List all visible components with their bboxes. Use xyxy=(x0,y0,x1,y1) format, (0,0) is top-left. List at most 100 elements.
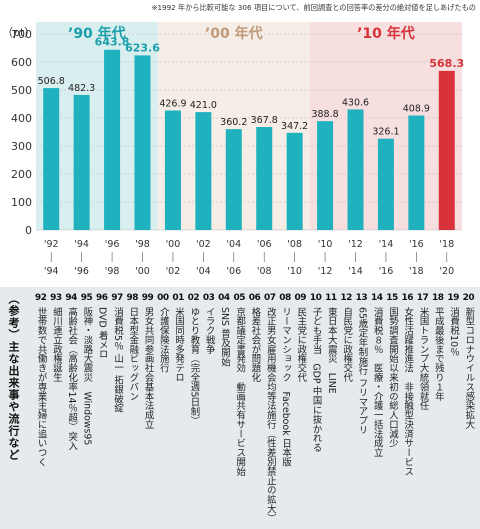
event-text: 男女共同参画社会基本法成立 xyxy=(142,307,154,430)
event-year: 16 xyxy=(401,293,414,303)
data-label: 643.8 xyxy=(95,36,130,49)
x-tick-label-bottom: '94 xyxy=(44,266,59,277)
y-tick-label: 500 xyxy=(11,84,32,97)
event-year: 10 xyxy=(309,293,322,303)
event-year: 99 xyxy=(141,293,154,303)
event-item: 18 平成最後まで残り１年 xyxy=(432,293,444,401)
x-tick-label-top: '02 xyxy=(196,239,211,250)
era-band-90s-label: ’90 年代 xyxy=(68,25,126,42)
data-label: 326.1 xyxy=(372,127,399,138)
event-year: 12 xyxy=(340,293,352,303)
event-text: SNS 普及開始 xyxy=(218,307,230,367)
x-tick-label-bottom: '02 xyxy=(166,266,181,277)
event-item: 97 消費税5％ 山一 拓銀破綻 xyxy=(111,293,123,413)
era-band-00s-label: ’00 年代 xyxy=(205,25,263,42)
event-text: 消費税5％ 山一 拓銀破綻 xyxy=(112,307,124,413)
data-label: 347.2 xyxy=(281,121,308,132)
x-tick-label-bottom: '00 xyxy=(135,266,150,277)
event-item: 19 消費税10％ xyxy=(447,293,459,357)
bar xyxy=(225,129,242,230)
x-tick-label-top: '12 xyxy=(348,239,363,250)
event-item: 17 米国トランプ大統領就任 xyxy=(417,293,429,410)
event-year: 96 xyxy=(95,293,108,303)
event-year: 15 xyxy=(386,293,398,303)
bar xyxy=(134,55,151,230)
x-tick-label-top: '14 xyxy=(379,239,394,250)
event-item: 09 民主党に政権交代 xyxy=(294,293,307,383)
data-label: 421.0 xyxy=(190,100,217,111)
event-text: 自民党に政権交代 xyxy=(341,307,353,383)
event-item: 02 ゆとり教育（完全週5日制） xyxy=(187,293,200,426)
event-year: 18 xyxy=(432,293,444,303)
event-item: 06 格差社会が問題化 xyxy=(249,293,261,382)
event-year: 00 xyxy=(157,293,169,303)
event-item: 14 消費税８％ 医療・介護一括法成立 xyxy=(371,293,383,457)
x-tick-label-top: '16 xyxy=(409,239,424,250)
y-tick-label: 200 xyxy=(11,168,32,181)
event-year: 08 xyxy=(279,293,291,303)
event-year: 09 xyxy=(294,293,307,303)
events-label: （参考）主な出来事や流行など xyxy=(7,293,20,461)
event-item: 15 国勢調査開始以来初の総人口減少 xyxy=(386,293,398,448)
event-text: 平成最後まで残り１年 xyxy=(432,307,444,401)
event-text: 消費税10％ xyxy=(448,307,460,357)
bar xyxy=(104,49,121,231)
chart-note: ※1992 年から比較可能な 306 項目について、前回調査との回答率の差分の絶… xyxy=(151,3,476,12)
event-text: 国勢調査開始以来初の総人口減少 xyxy=(386,307,398,448)
y-tick-label: 600 xyxy=(11,56,32,69)
event-item: 01 米国同時多発テロ xyxy=(172,293,184,382)
event-year: 07 xyxy=(264,293,276,303)
event-year: 05 xyxy=(233,293,245,303)
event-text: 阪神・淡路大震災 Windows95 xyxy=(81,307,93,446)
event-item: 94 高齢社会（高齢化率14％超）突入 xyxy=(65,293,77,450)
event-year: 97 xyxy=(111,293,123,303)
bar xyxy=(347,109,364,230)
event-text: DVD 着メロ xyxy=(96,307,108,359)
event-item: 93 細川連立政権誕生 xyxy=(50,293,62,382)
event-text: 新型コロナウイルス感染拡大 xyxy=(463,307,475,430)
event-year: 98 xyxy=(126,293,139,303)
x-tick-label-top: '94 xyxy=(74,239,89,250)
event-year: 06 xyxy=(248,293,261,303)
event-item: 04 SNS 普及開始 xyxy=(218,293,230,366)
event-year: 93 xyxy=(50,293,62,303)
event-year: 01 xyxy=(172,293,184,303)
event-item: 99 男女共同参画社会基本法成立 xyxy=(142,293,154,429)
x-tick-label-top: '06 xyxy=(257,239,272,250)
event-text: 介護保険法施行 xyxy=(157,307,169,373)
event-year: 94 xyxy=(65,293,77,303)
x-tick-label-bottom: '04 xyxy=(196,266,211,277)
event-item: 00 介護保険法施行 xyxy=(157,293,169,373)
event-text: 日本型金融ビッグバン xyxy=(127,307,139,401)
event-item: 20 新型コロナウイルス感染拡大 xyxy=(462,293,475,430)
y-tick-label: 0 xyxy=(25,224,32,237)
events-panel: （参考）主な出来事や流行など 92 世帯数で共働きが専業主婦に追いつく 93 細川連立… xyxy=(0,287,480,529)
event-item: 10 子ども手当 GDP 中国に抜かれる xyxy=(310,293,322,452)
event-item: 08 リーマンショック Facebook 日本版 xyxy=(279,293,291,467)
event-text: 民主党に政権交代 xyxy=(295,307,307,383)
data-label: 367.8 xyxy=(251,115,278,126)
data-label: 623.6 xyxy=(125,41,160,54)
y-tick-label: 100 xyxy=(11,196,32,209)
event-year: 03 xyxy=(202,293,215,303)
event-text: 改正男女雇用機会均等法施行（性差別禁止の拡大） xyxy=(264,307,276,523)
event-item: 12 自民党に政権交代 xyxy=(340,293,352,382)
x-tick-label-bottom: '06 xyxy=(226,266,241,277)
era-band-10s-label: ’10 年代 xyxy=(357,25,415,42)
event-text: 子ども手当 GDP 中国に抜かれる xyxy=(310,307,322,453)
event-text: 65歳定年制施行 フリマアプリ xyxy=(356,307,368,435)
event-year: 92 xyxy=(34,293,47,303)
data-label: 408.9 xyxy=(403,104,430,115)
x-tick-label-top: '18 xyxy=(439,239,454,250)
data-label: 430.6 xyxy=(342,97,369,108)
x-tick-label-bottom: '16 xyxy=(379,266,394,277)
x-tick-label-bottom: '96 xyxy=(74,266,89,277)
x-tick-label-top: '98 xyxy=(135,239,150,250)
event-year: 17 xyxy=(416,293,429,303)
x-tick-label-bottom: '12 xyxy=(318,266,333,277)
event-year: 13 xyxy=(355,293,368,303)
data-label: 426.9 xyxy=(159,98,186,109)
chart: ’90 年代 ’00 年代 ’10 年代 0 100 200 300 400 500 600 700… xyxy=(2,3,476,277)
data-label: 506.8 xyxy=(38,76,65,87)
x-tick-label-bottom: '98 xyxy=(105,266,120,277)
